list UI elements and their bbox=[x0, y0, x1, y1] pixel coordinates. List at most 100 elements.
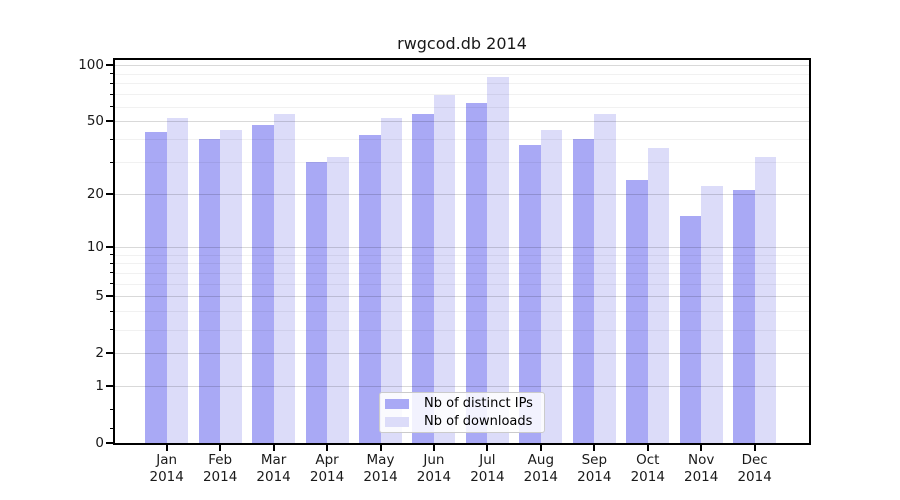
x-axis-tick bbox=[646, 445, 649, 451]
y-axis-tick bbox=[106, 352, 113, 355]
legend-label-distinct-ips: Nb of distinct IPs bbox=[424, 396, 533, 411]
x-axis-year-label: 2014 bbox=[149, 468, 184, 485]
major-gridline bbox=[115, 246, 809, 248]
y-axis-tick bbox=[106, 192, 113, 195]
legend: Nb of distinct IPs Nb of downloads bbox=[379, 392, 545, 433]
x-axis-tick-label: Dec 2014 bbox=[727, 452, 783, 485]
bar-distinct-ips-mar bbox=[252, 124, 274, 443]
bar-distinct-ips-sep bbox=[572, 139, 595, 443]
x-axis-tick bbox=[165, 445, 168, 451]
minor-gridline bbox=[115, 254, 809, 256]
y-axis-minor-tick bbox=[109, 310, 113, 312]
bar-distinct-ips-jan bbox=[145, 131, 167, 443]
bar-downloads-jul bbox=[487, 76, 509, 443]
y-axis-minor-tick bbox=[109, 93, 113, 95]
x-axis-tick-label: Sep 2014 bbox=[566, 452, 622, 485]
x-axis-year-label: 2014 bbox=[737, 468, 772, 485]
major-gridline bbox=[115, 353, 809, 355]
y-axis-minor-tick bbox=[109, 161, 113, 163]
x-axis-year-label: 2014 bbox=[202, 468, 238, 485]
minor-gridline bbox=[115, 283, 809, 285]
bar-distinct-ips-may bbox=[359, 135, 381, 443]
bar-distinct-ips-dec bbox=[733, 190, 755, 443]
y-axis-tick bbox=[106, 120, 113, 123]
bar-downloads-mar bbox=[273, 113, 296, 443]
minor-gridline bbox=[115, 311, 809, 313]
x-axis-year-label: 2014 bbox=[470, 468, 505, 485]
x-axis-tick-label: Oct 2014 bbox=[620, 452, 676, 485]
x-axis-year-label: 2014 bbox=[256, 468, 291, 485]
x-axis-year-label: 2014 bbox=[684, 468, 719, 485]
bar-distinct-ips-jul bbox=[465, 102, 488, 443]
x-axis-year-label: 2014 bbox=[309, 468, 345, 485]
bar-downloads-feb bbox=[220, 129, 242, 443]
x-axis-tick bbox=[219, 445, 222, 451]
y-axis-minor-tick bbox=[109, 73, 113, 75]
x-axis-tick bbox=[326, 445, 329, 451]
legend-row-distinct-ips: Nb of distinct IPs bbox=[385, 396, 544, 411]
x-axis-tick-label: Nov 2014 bbox=[673, 452, 729, 485]
x-axis-tick-label: Jan 2014 bbox=[139, 452, 195, 485]
bar-downloads-dec bbox=[754, 156, 777, 443]
y-axis-tick-label: 1 bbox=[95, 378, 104, 395]
x-axis-tick-label: Jul 2014 bbox=[459, 452, 515, 485]
y-axis-tick bbox=[106, 64, 113, 67]
y-axis-minor-tick bbox=[109, 106, 113, 108]
x-axis-tick-label: Jun 2014 bbox=[406, 452, 462, 485]
y-axis-tick bbox=[106, 295, 113, 298]
bar-downloads-jan bbox=[166, 118, 189, 443]
x-axis-tick bbox=[486, 445, 489, 451]
y-axis-minor-tick bbox=[109, 272, 113, 274]
x-axis-year-label: 2014 bbox=[416, 468, 452, 485]
x-axis-tick-label: May 2014 bbox=[353, 452, 409, 485]
minor-gridline bbox=[115, 106, 809, 108]
legend-row-downloads: Nb of downloads bbox=[385, 414, 544, 429]
y-axis-minor-tick bbox=[109, 262, 113, 264]
x-axis-tick bbox=[753, 445, 756, 451]
y-axis-tick-label: 2 bbox=[95, 345, 104, 362]
minor-gridline bbox=[115, 329, 809, 331]
bar-distinct-ips-feb bbox=[198, 139, 221, 443]
x-axis-tick-label: Apr 2014 bbox=[299, 452, 355, 485]
bar-distinct-ips-nov bbox=[679, 216, 702, 443]
minor-gridline bbox=[115, 83, 809, 85]
bar-downloads-apr bbox=[327, 156, 349, 443]
y-axis-minor-tick bbox=[109, 329, 113, 331]
y-axis-tick bbox=[106, 245, 113, 248]
x-axis-year-label: 2014 bbox=[363, 468, 398, 485]
bar-distinct-ips-apr bbox=[305, 162, 328, 443]
bar-downloads-may bbox=[380, 118, 402, 443]
x-axis-tick bbox=[700, 445, 703, 451]
x-axis-tick bbox=[593, 445, 596, 451]
x-axis-year-label: 2014 bbox=[523, 468, 559, 485]
y-axis-minor-tick bbox=[109, 82, 113, 84]
bar-downloads-sep bbox=[594, 113, 616, 443]
minor-gridline bbox=[115, 272, 809, 274]
bar-downloads-nov bbox=[701, 186, 723, 443]
plot-area bbox=[113, 58, 811, 445]
plot-inner bbox=[115, 60, 809, 443]
y-axis-tick-label: 10 bbox=[86, 238, 104, 255]
y-axis-tick-label: 20 bbox=[86, 185, 104, 202]
minor-gridline bbox=[115, 139, 809, 141]
x-axis-year-label: 2014 bbox=[630, 468, 665, 485]
minor-gridline bbox=[115, 94, 809, 96]
x-axis-tick bbox=[432, 445, 435, 451]
legend-swatch-downloads bbox=[385, 416, 409, 427]
x-axis-tick bbox=[539, 445, 542, 451]
legend-swatch-distinct-ips bbox=[385, 398, 409, 409]
bar-distinct-ips-aug bbox=[519, 145, 541, 443]
major-gridline bbox=[115, 121, 809, 123]
y-axis-tick-label: 0 bbox=[95, 435, 104, 451]
y-axis-minor-tick bbox=[109, 427, 113, 429]
x-axis-tick bbox=[272, 445, 275, 451]
major-gridline bbox=[115, 193, 809, 195]
x-axis-tick-label: Mar 2014 bbox=[246, 452, 302, 485]
major-gridline bbox=[115, 65, 809, 67]
x-axis-year-label: 2014 bbox=[577, 468, 612, 485]
x-axis-tick-label: Feb 2014 bbox=[192, 452, 248, 485]
bar-downloads-aug bbox=[540, 129, 563, 443]
y-axis-tick bbox=[106, 442, 113, 444]
major-gridline bbox=[115, 296, 809, 298]
